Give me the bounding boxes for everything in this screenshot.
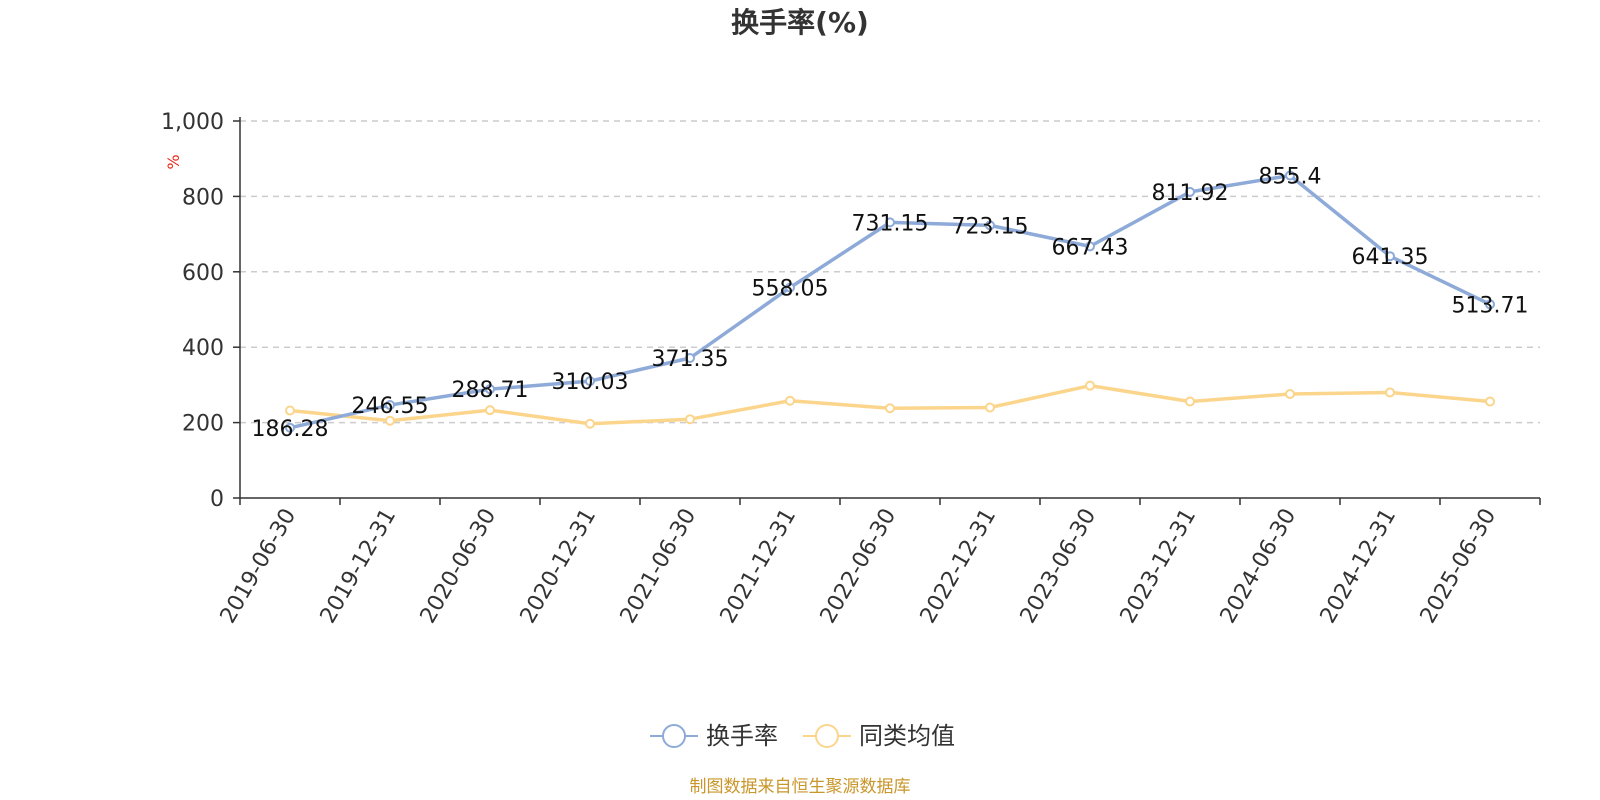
x-tick-label: 2020-06-30: [416, 505, 502, 628]
data-point: [485, 384, 495, 395]
data-point: [1385, 251, 1395, 262]
x-tick-label: 2022-12-31: [916, 505, 1002, 628]
source-note: 制图数据来自恒生聚源数据库: [690, 777, 911, 797]
grid-lines: [240, 120, 1540, 424]
data-label: 723.15: [952, 214, 1029, 239]
data-point: [285, 422, 295, 433]
data-point: [1385, 387, 1395, 398]
data-point: [585, 418, 595, 429]
x-tick-label: 2020-12-31: [516, 505, 602, 628]
legend[interactable]: 换手率 同类均值: [650, 722, 955, 750]
x-tick-label: 2024-12-31: [1316, 505, 1402, 628]
y-tick-label: 400: [182, 336, 224, 361]
legend-marker-0: [662, 724, 686, 748]
data-point: [685, 414, 695, 425]
data-label: 667.43: [1052, 235, 1129, 260]
legend-label: 换手率: [706, 722, 778, 750]
x-tick-label: 2023-06-30: [1016, 505, 1102, 628]
data-point: [285, 405, 295, 416]
data-label: 310.03: [552, 370, 629, 395]
data-point: [1285, 170, 1295, 181]
data-point: [885, 217, 895, 228]
data-label: 855.4: [1259, 165, 1322, 190]
x-tick-label: 2024-06-30: [1216, 505, 1302, 628]
y-axis-unit-label: %: [164, 154, 183, 169]
x-tick-label: 2021-12-31: [716, 505, 802, 628]
y-tick-label: 800: [182, 185, 224, 210]
data-labels-layer: 186.28 246.55 288.71 310.03 371.35 558.05 731.…: [252, 165, 1529, 442]
data-point: [1085, 380, 1095, 391]
data-label: 641.35: [1352, 245, 1429, 270]
x-tick-label: 2019-06-30: [216, 505, 302, 628]
data-point: [685, 353, 695, 364]
data-label: 246.55: [352, 394, 429, 419]
legend-marker-1: [815, 724, 839, 748]
data-point: [785, 282, 795, 293]
data-point: [1185, 186, 1195, 197]
legend-label: 同类均值: [859, 722, 955, 750]
data-label: 513.71: [1452, 293, 1529, 318]
data-point: [885, 403, 895, 414]
data-point: [1485, 396, 1495, 407]
data-label: 288.71: [452, 378, 529, 403]
data-point: [985, 402, 995, 413]
chart-title: 换手率(%): [731, 6, 869, 39]
data-point: [385, 400, 395, 411]
data-point: [385, 415, 395, 426]
data-label: 811.92: [1152, 181, 1229, 206]
y-tick-label: 200: [182, 412, 224, 437]
y-tick-label: 1,000: [161, 110, 224, 135]
data-point: [1185, 396, 1195, 407]
series-layer: [285, 170, 1495, 433]
data-point: [985, 220, 995, 231]
x-tick-label: 2019-12-31: [316, 505, 402, 628]
data-label: 186.28: [252, 417, 329, 442]
y-tick-label: 0: [210, 487, 224, 512]
data-point: [1085, 241, 1095, 252]
data-point: [1485, 299, 1495, 310]
x-tick-label: 2023-12-31: [1116, 505, 1202, 628]
data-label: 558.05: [752, 277, 829, 302]
y-tick-label: 600: [182, 261, 224, 286]
x-tick-label: 2022-06-30: [816, 505, 902, 628]
data-label: 731.15: [852, 211, 929, 236]
data-point: [485, 405, 495, 416]
data-point: [585, 376, 595, 387]
data-label: 371.35: [652, 347, 729, 372]
x-tick-label: 2025-06-30: [1416, 505, 1502, 628]
data-point: [1285, 388, 1295, 399]
data-point: [785, 395, 795, 406]
x-tick-label: 2021-06-30: [616, 505, 702, 628]
